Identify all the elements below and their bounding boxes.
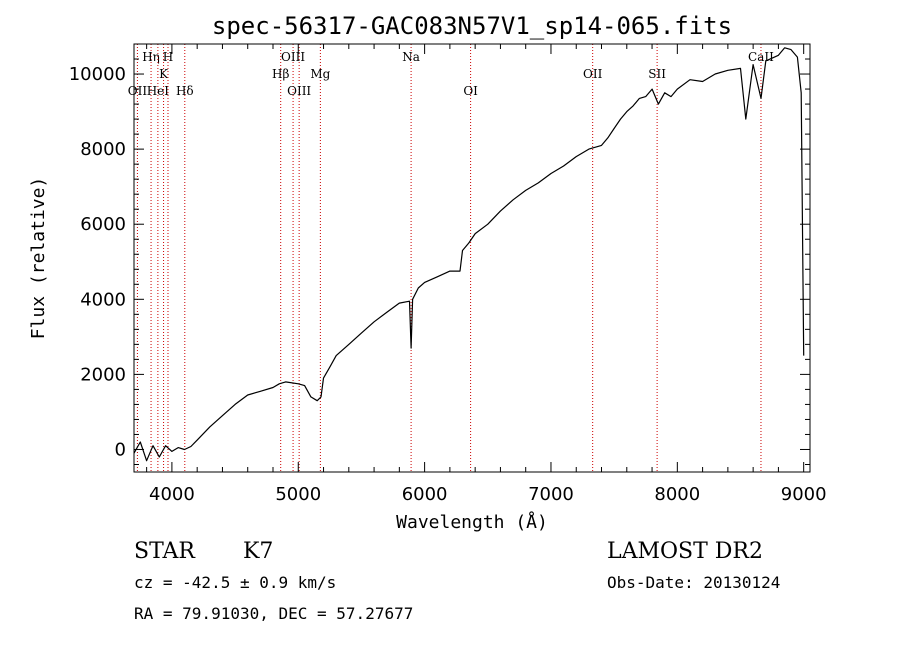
spectral-line-label: Na <box>402 50 420 64</box>
spectral-line-label: OIII <box>281 50 305 64</box>
y-tick-label: 6000 <box>80 214 126 235</box>
y-axis-label: Flux (relative) <box>28 177 49 340</box>
y-tick-label: 10000 <box>69 64 126 85</box>
spectral-line-label: Hη <box>142 50 160 64</box>
spectral-line-label: Hβ <box>272 67 289 81</box>
y-tick-label: 0 <box>115 439 126 460</box>
x-tick-label: 8000 <box>654 484 700 505</box>
spectral-line-label: Mg <box>310 67 330 81</box>
y-tick-label: 8000 <box>80 139 126 160</box>
survey-label: LAMOST DR2 <box>607 539 763 564</box>
y-tick-label: 2000 <box>80 364 126 385</box>
spectral-line-label: OII <box>128 84 148 98</box>
object-subclass: K7 <box>243 539 273 564</box>
x-tick-label: 4000 <box>149 484 195 505</box>
x-axis: 4000 5000 6000 7000 8000 9000 <box>146 44 827 505</box>
x-tick-label: 9000 <box>781 484 827 505</box>
y-axis: 0 2000 4000 6000 8000 10000 <box>69 43 810 465</box>
spectral-line-label: OIII <box>287 84 311 98</box>
spectrum-line <box>133 47 805 462</box>
x-tick-label: 5000 <box>275 484 321 505</box>
spectral-line-markers: OII Hη HeI KH Hδ Hβ OIII OIII Mg Na OI OII SII CaII <box>128 44 774 472</box>
spectral-line-label: K <box>159 67 169 81</box>
chart-title: spec-56317-GAC083N57V1_sp14-065.fits <box>212 12 732 40</box>
coordinates-text: RA = 79.91030, DEC = 57.27677 <box>134 604 413 623</box>
obs-date-text: Obs-Date: 20130124 <box>607 573 780 592</box>
x-tick-label: 6000 <box>402 484 448 505</box>
spectral-line-label: SII <box>648 67 666 81</box>
plot-area <box>133 47 805 462</box>
x-tick-label: 7000 <box>528 484 574 505</box>
spectral-line-label: CaII <box>748 50 774 64</box>
spectral-line-label: H <box>163 50 173 64</box>
redshift-text: cz = -42.5 ± 0.9 km/s <box>134 573 336 592</box>
plot-frame <box>133 43 811 473</box>
object-class: STAR <box>134 539 196 564</box>
y-tick-label: 4000 <box>80 289 126 310</box>
spectral-line-label: HeI <box>147 84 170 98</box>
spectral-line-label: OI <box>463 84 478 98</box>
spectral-line-label: Hδ <box>176 84 194 98</box>
x-axis-label: Wavelength (Å) <box>396 511 548 533</box>
spectral-line-label: OII <box>583 67 603 81</box>
